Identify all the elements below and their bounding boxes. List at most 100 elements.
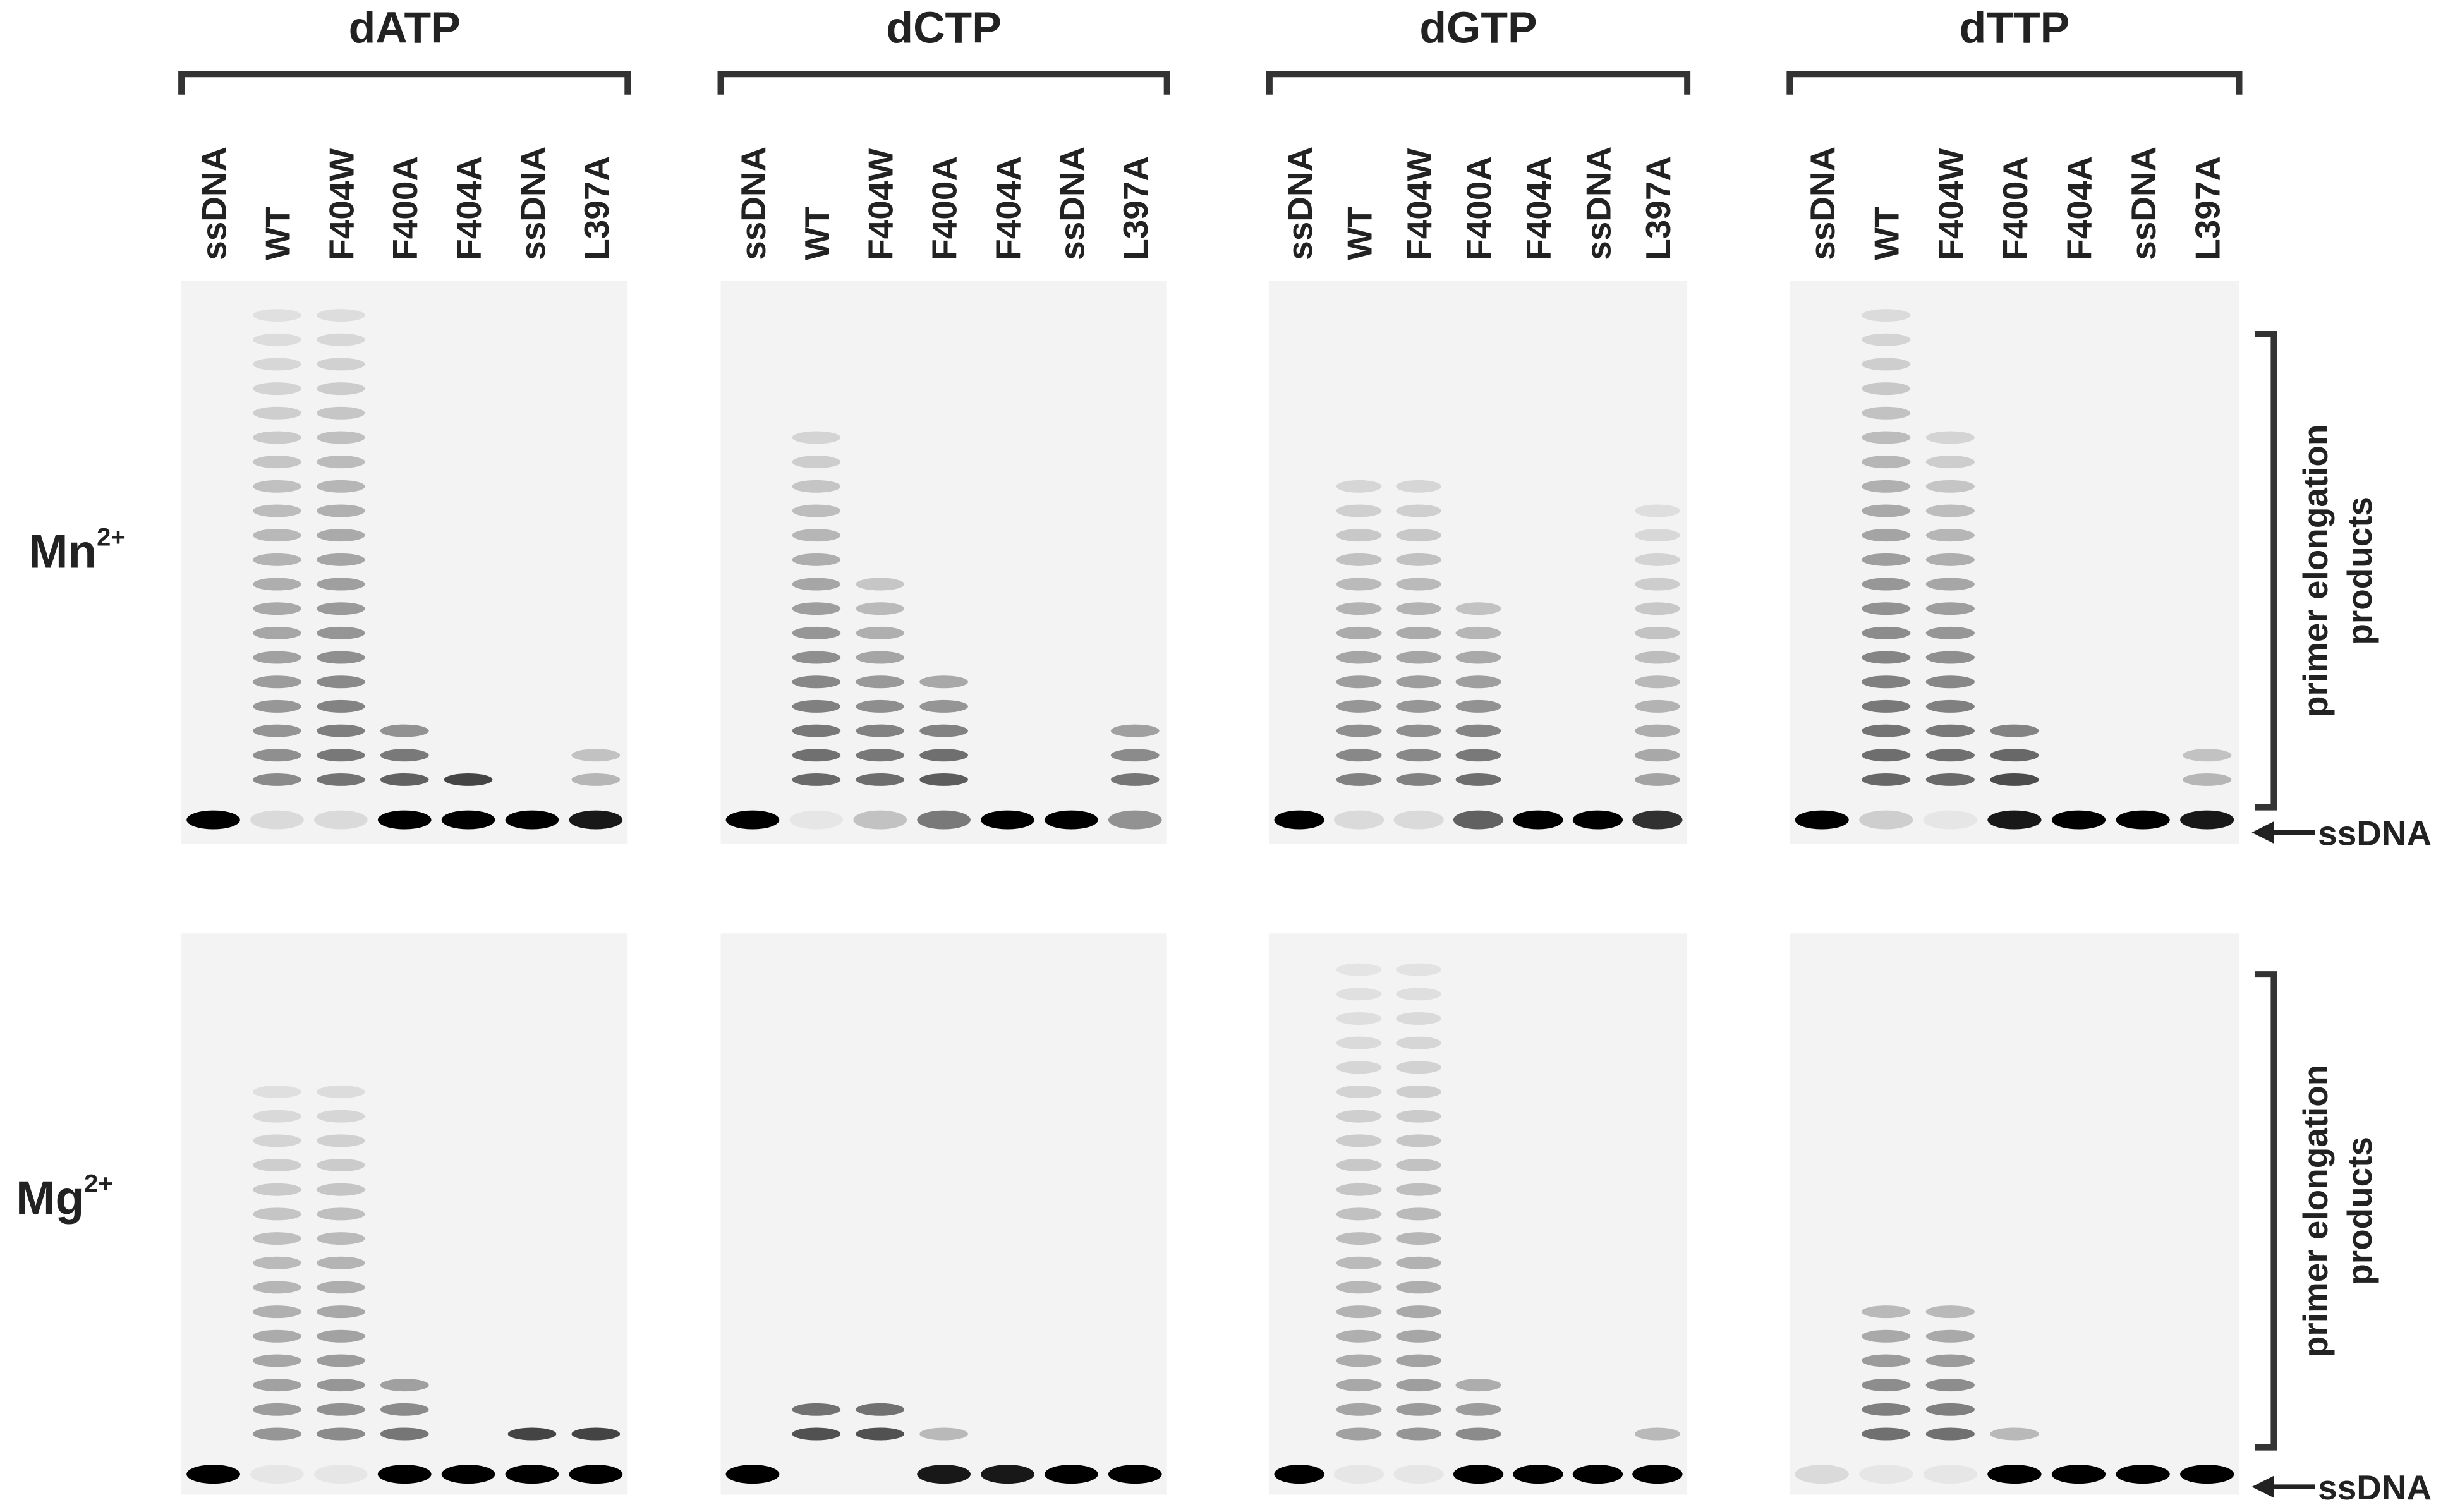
lane-label: L397A: [1116, 156, 1155, 260]
band: [1862, 431, 1911, 444]
band: [981, 810, 1034, 830]
band: [1336, 1012, 1382, 1025]
band: [1396, 1281, 1441, 1294]
band: [1396, 504, 1441, 517]
band: [1925, 602, 1975, 615]
band: [1396, 724, 1441, 737]
panel-bracket: [178, 71, 631, 95]
band: [856, 749, 905, 762]
band: [316, 1086, 365, 1098]
lane-label: ssDNA: [734, 147, 773, 260]
products-bracket: [2255, 331, 2277, 811]
band: [856, 699, 905, 713]
band: [856, 578, 905, 591]
band: [1274, 1465, 1324, 1484]
band: [1333, 810, 1385, 830]
band: [316, 309, 365, 322]
lane-label: ssDNA: [2124, 147, 2163, 260]
band: [917, 1465, 971, 1484]
band: [1336, 773, 1382, 786]
band: [186, 810, 240, 830]
lane-label: WT: [1867, 206, 1906, 260]
band: [1635, 749, 1680, 762]
band: [253, 309, 301, 322]
band: [1632, 1465, 1683, 1484]
band: [1455, 675, 1501, 689]
band: [569, 1465, 623, 1484]
band: [1632, 810, 1683, 830]
band: [316, 1305, 365, 1319]
gel: [181, 933, 628, 1495]
band: [316, 1354, 365, 1367]
band: [1925, 553, 1975, 566]
band: [1110, 773, 1160, 786]
band: [316, 1159, 365, 1172]
band: [856, 675, 905, 689]
band: [853, 810, 907, 830]
band: [1987, 810, 2042, 830]
band: [1925, 724, 1975, 737]
band: [1635, 578, 1680, 591]
band: [380, 1427, 429, 1441]
band: [253, 406, 301, 420]
lane-label: L397A: [1639, 156, 1678, 260]
lane-label: ssDNA: [1052, 147, 1091, 260]
band: [316, 749, 365, 762]
band: [253, 1183, 301, 1196]
band: [725, 1465, 780, 1484]
band: [1862, 626, 1911, 639]
band: [1396, 749, 1441, 762]
band: [1925, 749, 1975, 762]
band: [1396, 578, 1441, 591]
band: [1044, 1465, 1098, 1484]
band: [1396, 675, 1441, 689]
band: [316, 504, 365, 517]
band: [1925, 529, 1975, 542]
lane-label: WT: [797, 206, 837, 260]
arrow-label: ssDNA: [2318, 1468, 2432, 1507]
band: [316, 699, 365, 713]
band: [253, 1427, 301, 1441]
band: [789, 810, 844, 830]
band: [1635, 529, 1680, 542]
band: [792, 504, 841, 517]
band: [1393, 810, 1444, 830]
band: [1862, 333, 1911, 346]
lane-label: WT: [258, 206, 297, 260]
band: [792, 699, 841, 713]
band: [1859, 1465, 1913, 1484]
band: [2116, 1465, 2170, 1484]
lane-label: L397A: [2188, 156, 2227, 260]
band: [2183, 749, 2232, 762]
band: [250, 1465, 304, 1484]
band: [2180, 1465, 2234, 1484]
band: [253, 675, 301, 689]
band: [253, 529, 301, 542]
band: [316, 724, 365, 737]
band: [316, 1256, 365, 1269]
row-label: Mn2+: [28, 523, 126, 578]
band: [316, 1379, 365, 1392]
band: [1455, 773, 1501, 786]
band: [1862, 651, 1911, 664]
band: [316, 1329, 365, 1343]
band: [1455, 602, 1501, 615]
band: [250, 810, 304, 830]
band: [316, 553, 365, 566]
band: [316, 406, 365, 420]
lane-label: F404A: [449, 156, 488, 260]
band: [253, 749, 301, 762]
band: [1862, 1305, 1911, 1319]
band: [1336, 578, 1382, 591]
band: [253, 699, 301, 713]
band: [316, 578, 365, 591]
band: [792, 773, 841, 786]
band: [1990, 749, 2039, 762]
lane-label: F400A: [385, 156, 425, 260]
ion: Mn: [28, 524, 97, 578]
band: [1396, 963, 1441, 976]
arrow-head: [2251, 1475, 2274, 1498]
band: [441, 1465, 495, 1484]
band: [316, 1232, 365, 1245]
band: [1393, 1465, 1444, 1484]
